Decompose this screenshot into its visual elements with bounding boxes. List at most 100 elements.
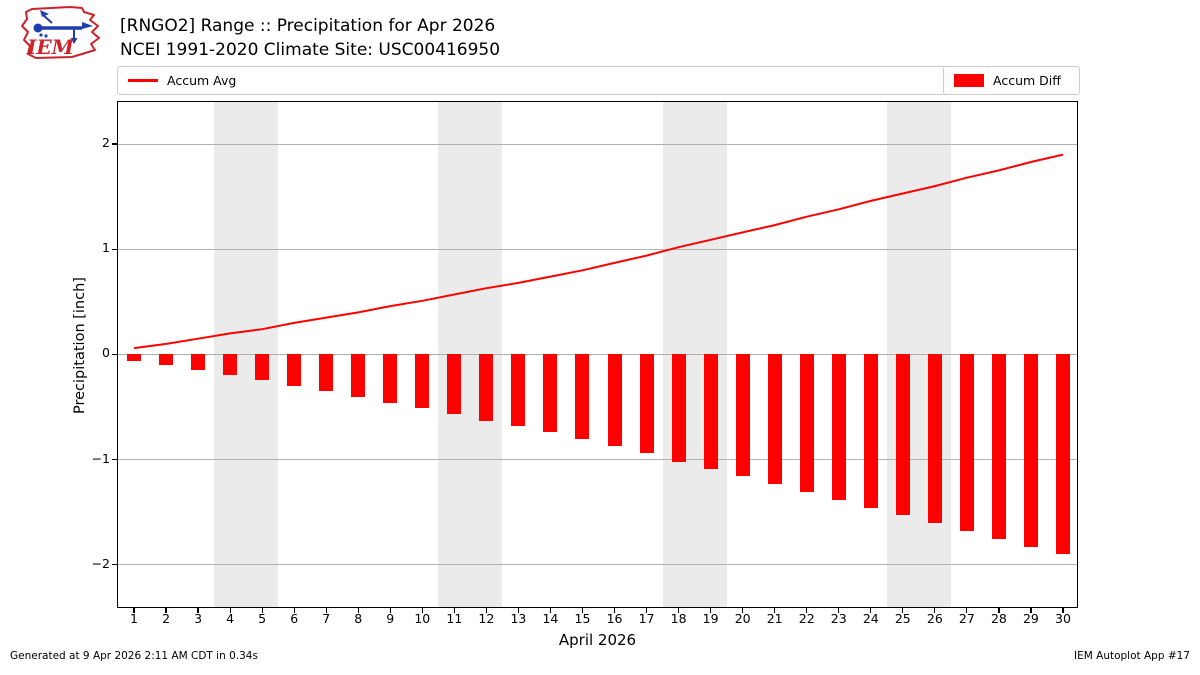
x-tick-mark [517,608,519,613]
legend-accum-diff: Accum Diff [943,66,1080,95]
accum-diff-bar [639,354,654,454]
x-tick-mark [293,608,295,613]
accum-diff-bar [767,354,782,484]
x-tick-label: 20 [734,611,751,626]
x-tick-mark [229,608,231,613]
x-tick-label: 2 [162,611,171,626]
iem-logo: IEM [21,6,100,59]
x-tick-mark [357,608,359,613]
x-tick-mark [870,608,872,613]
gridline [118,564,1077,566]
y-tick-mark [112,564,117,566]
logo-text: IEM [26,35,75,59]
x-tick-mark [549,608,552,613]
x-tick-mark [838,608,840,613]
legend-accum-avg-label: Accum Avg [167,73,237,88]
y-tick-label: −2 [91,555,110,571]
y-tick-label: 1 [102,240,110,256]
x-tick-label: 11 [446,611,463,626]
x-tick-mark [197,608,199,613]
x-tick-label: 4 [226,611,235,626]
y-tick-mark [112,459,117,461]
gridline [118,459,1077,461]
legend-accum-avg: Accum Avg [117,66,1078,95]
x-tick-label: 13 [510,611,527,626]
accum-diff-bar [575,354,590,439]
x-tick-mark [613,608,616,613]
x-tick-mark [998,608,1000,613]
chart-subtitle: NCEI 1991-2020 Climate Site: USC00416950 [120,40,501,60]
accum-diff-bar [927,354,942,523]
footer-generated-at: Generated at 9 Apr 2026 2:11 AM CDT in 0… [10,650,258,662]
y-tick-mark [112,248,117,250]
x-tick-label: 29 [1022,611,1039,626]
x-tick-label: 8 [354,611,363,626]
x-axis-label: April 2026 [558,631,637,649]
x-tick-mark [806,608,808,613]
x-tick-label: 7 [322,611,331,626]
x-tick-label: 22 [798,611,815,626]
accum-diff-bar [543,354,558,433]
x-tick-mark [325,608,327,613]
accum-diff-bar [255,354,270,380]
weather-vane-icon [33,10,93,44]
x-tick-label: 9 [386,611,395,626]
x-tick-mark [261,608,263,613]
y-tick-label: 2 [102,135,110,151]
accum-avg-line-swatch-icon [128,79,158,82]
x-tick-label: 30 [1055,611,1071,626]
x-tick-label: 26 [926,611,943,626]
x-tick-label: 10 [414,611,431,626]
gridline [118,248,1077,250]
x-tick-mark [774,608,776,613]
chart-title: [RNGO2] Range :: Precipitation for Apr 2… [120,16,496,36]
accum-diff-bar [799,354,814,493]
accum-diff-patch-swatch-icon [954,74,984,87]
x-tick-label: 12 [478,611,495,626]
footer-app-id: IEM Autoplot App #17 [1074,650,1190,662]
accum-diff-bar [511,354,526,426]
accum-diff-bar [703,354,718,470]
x-tick-label: 27 [958,611,975,626]
x-tick-mark [485,608,487,613]
accum-diff-bar [863,354,878,508]
accum-diff-bar [607,354,622,446]
x-tick-label: 17 [638,611,655,626]
accum-diff-bar [991,354,1006,539]
accum-diff-bar [959,354,974,532]
accum-diff-bar [895,354,910,516]
x-tick-label: 18 [670,611,687,626]
x-tick-label: 6 [290,611,299,626]
x-tick-label: 19 [702,611,719,626]
y-tick-label: −1 [91,450,110,466]
x-tick-mark [421,608,423,613]
accum-diff-bar [671,354,686,462]
y-tick-mark [112,143,117,145]
x-tick-label: 15 [574,611,591,626]
legend-accum-diff-label: Accum Diff [993,73,1061,88]
x-tick-mark [710,608,712,613]
accum-diff-bar [415,354,430,409]
accum-diff-bar [383,354,398,403]
accum-diff-bar [127,354,142,361]
gridline [118,143,1077,145]
x-tick-label: 24 [862,611,879,626]
accum-diff-bar [1055,354,1070,555]
x-tick-mark [677,608,680,613]
accum-diff-bar [159,354,174,365]
x-tick-mark [966,608,968,613]
x-tick-label: 23 [830,611,847,626]
x-tick-mark [453,608,455,613]
accum-diff-bar [223,354,238,376]
x-tick-mark [165,608,167,613]
accum-diff-bar [1023,354,1038,547]
x-tick-mark [133,608,135,613]
x-tick-mark [902,608,904,613]
x-tick-mark [742,608,744,613]
x-tick-label: 3 [194,611,203,626]
accum-diff-bar [287,354,302,386]
accum-diff-bar [735,354,750,477]
accum-diff-bar [191,354,206,371]
gridline [118,353,1077,355]
